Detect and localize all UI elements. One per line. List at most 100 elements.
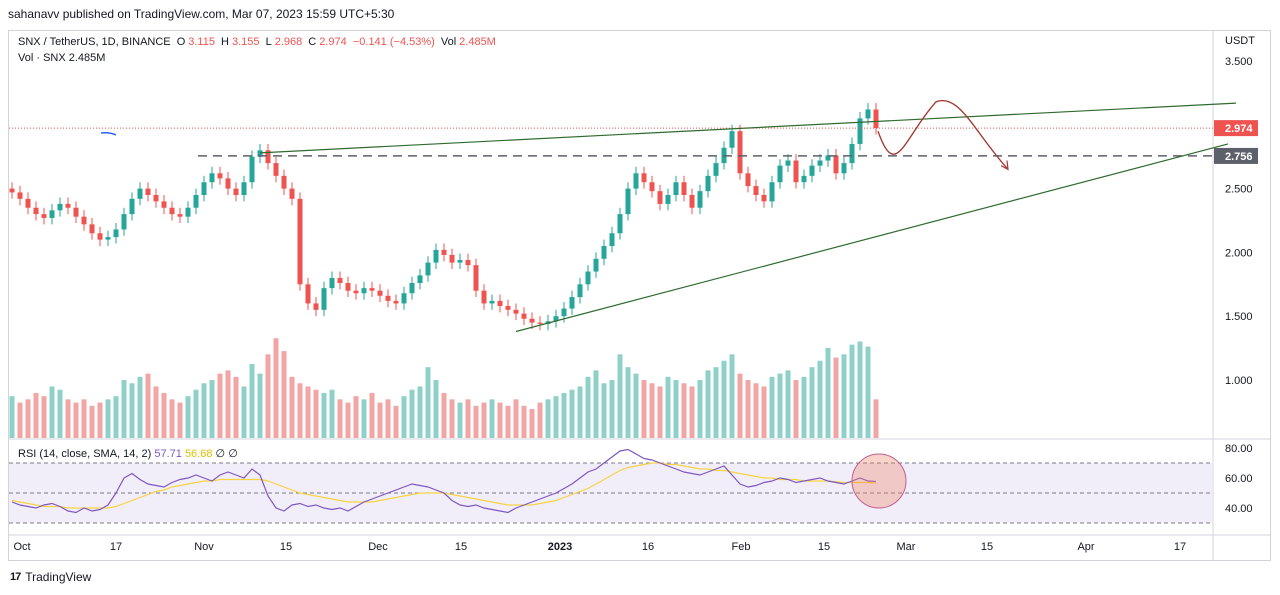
- volume-bar: [433, 380, 439, 438]
- candle-body: [473, 265, 479, 291]
- volume-bar: [81, 399, 87, 438]
- volume-bar: [377, 402, 383, 438]
- volume-bar: [785, 370, 791, 438]
- candle-body: [153, 194, 159, 202]
- volume-bar: [521, 405, 527, 438]
- candle-body: [793, 160, 799, 183]
- volume-bar: [417, 386, 423, 438]
- time-tick-label: 2023: [548, 541, 572, 553]
- candle-body: [665, 194, 671, 204]
- volume-bar: [425, 367, 431, 438]
- volume-bar: [401, 396, 407, 438]
- volume-bar: [409, 389, 415, 438]
- candle-body: [137, 188, 143, 199]
- candle-body: [649, 182, 655, 192]
- candle-body: [497, 300, 503, 306]
- volume-bar: [217, 373, 223, 438]
- volume-bar: [89, 405, 95, 438]
- volume-bar: [513, 399, 519, 438]
- time-tick-label: 16: [642, 541, 654, 553]
- time-tick-label: Oct: [13, 541, 30, 553]
- candle-body: [281, 175, 287, 189]
- candle-body: [89, 224, 95, 234]
- volume-bar: [57, 389, 63, 438]
- price-tick-label: 2.500: [1225, 184, 1253, 196]
- time-tick-label: 17: [1174, 541, 1186, 553]
- last-price-badge-label: 2.974: [1225, 123, 1253, 135]
- rsi-legend: RSI (14, close, SMA, 14, 2) 57.71 56.68 …: [18, 447, 238, 460]
- candle-body: [729, 131, 735, 148]
- volume-bar: [65, 399, 71, 438]
- time-tick-label: Nov: [194, 541, 214, 553]
- volume-bar: [169, 399, 175, 438]
- volume-bar: [497, 402, 503, 438]
- candle-body: [617, 214, 623, 234]
- volume-value: 2.485M: [459, 36, 496, 48]
- candle-body: [209, 173, 215, 183]
- candle-body: [609, 233, 615, 247]
- candle-body: [81, 216, 87, 225]
- candle-body: [857, 118, 863, 144]
- volume-bar: [33, 392, 39, 438]
- volume-bar: [209, 380, 215, 438]
- volume-bar: [569, 389, 575, 438]
- volume-bar: [617, 354, 623, 438]
- candle-body: [505, 305, 511, 310]
- volume-bar: [121, 380, 127, 438]
- open-label: O: [176, 36, 186, 48]
- candle-body: [193, 194, 199, 208]
- tradingview-logo-icon: 17: [10, 571, 21, 583]
- volume-bar: [49, 386, 55, 438]
- volume-bar: [817, 360, 823, 438]
- volume-bar: [825, 347, 831, 438]
- volume-bar: [305, 386, 311, 438]
- rsi-extra-1: ∅: [215, 448, 226, 460]
- high-label: H: [221, 36, 229, 48]
- candle-body: [409, 283, 415, 294]
- volume-bar: [177, 402, 183, 438]
- candle-body: [241, 182, 247, 195]
- volume-bar: [625, 367, 631, 438]
- volume-bar: [193, 389, 199, 438]
- time-tick-label: 15: [455, 541, 467, 553]
- candle-body: [873, 109, 879, 129]
- volume-bar: [473, 405, 479, 438]
- volume-bar: [641, 380, 647, 438]
- volume-bar: [529, 409, 535, 438]
- volume-bar: [329, 389, 335, 438]
- candle-body: [777, 165, 783, 183]
- candle-body: [9, 188, 15, 193]
- time-tick-label: 15: [981, 541, 993, 553]
- time-tick-label: 15: [818, 541, 830, 553]
- volume-bar: [505, 405, 511, 438]
- candle-body: [673, 182, 679, 195]
- candle-body: [289, 188, 295, 199]
- symbol-label[interactable]: SNX / TetherUS, 1D, BINANCE: [18, 36, 171, 48]
- price-tick-label: 1.000: [1225, 375, 1253, 387]
- brand-label[interactable]: TradingView: [25, 570, 92, 584]
- volume-bar: [713, 367, 719, 438]
- candle-body: [105, 237, 111, 240]
- volume-bar: [457, 402, 463, 438]
- rsi-value: 57.71: [154, 448, 182, 460]
- candle-body: [785, 160, 791, 166]
- volume-bar: [793, 380, 799, 438]
- volume-bar: [465, 399, 471, 438]
- volume-series-label: Vol · SNX: [18, 52, 66, 64]
- volume-bar: [345, 402, 351, 438]
- rsi-label[interactable]: RSI (14, close, SMA, 14, 2): [18, 448, 152, 460]
- volume-bar: [249, 363, 255, 438]
- candle-body: [553, 316, 559, 322]
- chart-frame: [8, 30, 1271, 561]
- candle-body: [385, 295, 391, 301]
- volume-bar: [849, 344, 855, 438]
- volume-bar: [553, 396, 559, 438]
- trendline-lower-support: [515, 143, 1229, 333]
- candle-body: [841, 163, 847, 174]
- candle-body: [761, 194, 767, 202]
- candle-body: [745, 173, 751, 187]
- volume-series-value: 2.485M: [68, 52, 106, 64]
- volume-bar: [385, 399, 391, 438]
- candle-body: [249, 156, 255, 183]
